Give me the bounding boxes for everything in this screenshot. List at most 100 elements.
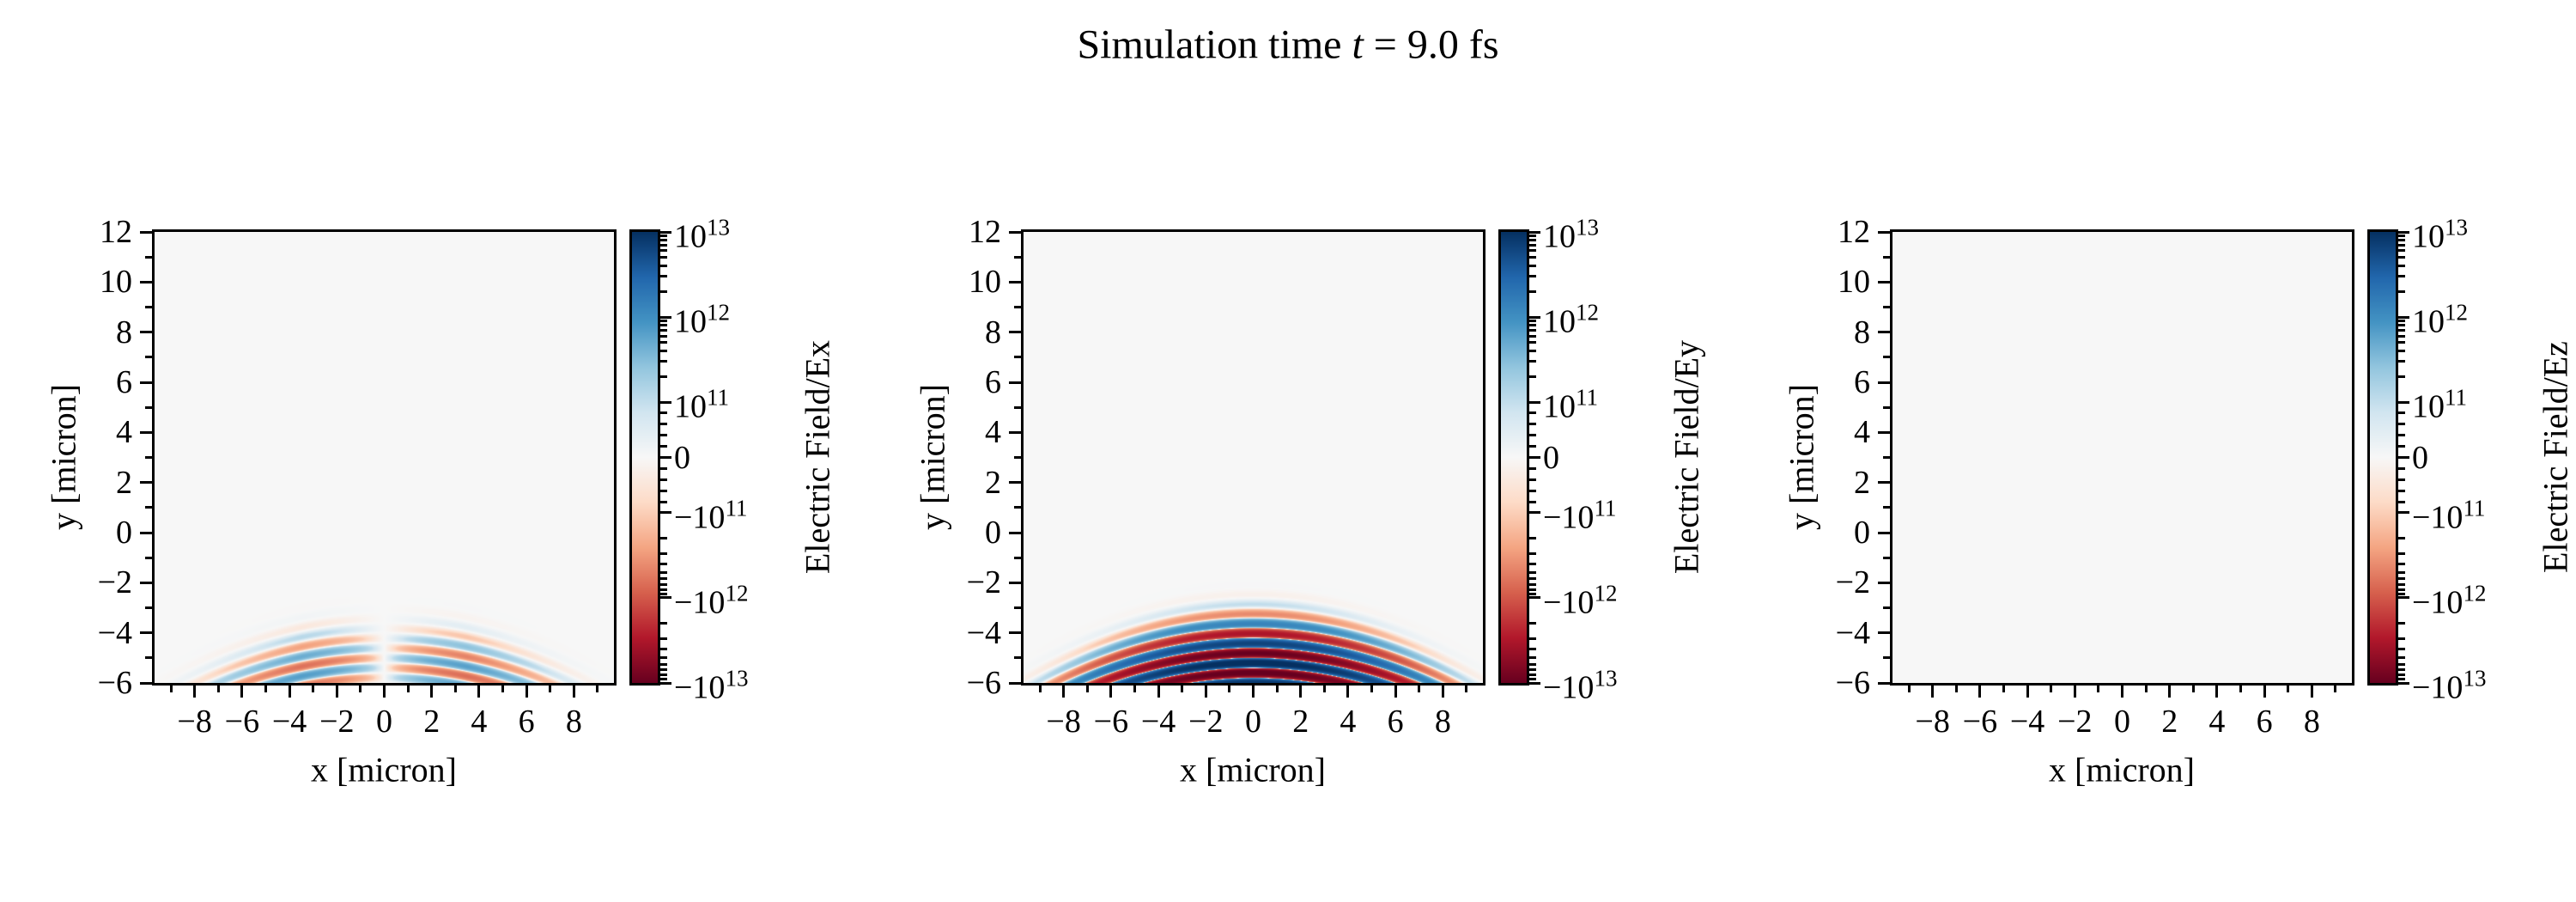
- cb-minor-tick: [1529, 592, 1536, 595]
- cb-minor-tick: [1529, 334, 1536, 338]
- cb-tick: [660, 681, 671, 685]
- cb-minor-tick: [2398, 466, 2405, 470]
- cb-minor-tick: [1529, 434, 1536, 437]
- cb-minor-tick: [2398, 583, 2405, 587]
- cb-minor-tick: [1529, 622, 1536, 625]
- cb-minor-tick: [2398, 249, 2405, 253]
- y-tick-label: −6: [966, 665, 1001, 701]
- y-tick-label: 6: [116, 364, 132, 400]
- colorbar-ez: [2367, 229, 2398, 686]
- x-tick: [2026, 686, 2029, 698]
- cb-minor-tick: [2398, 655, 2405, 659]
- y-tick: [1878, 681, 1890, 685]
- y-minor-tick: [1014, 506, 1021, 509]
- cb-minor-tick: [2398, 320, 2405, 323]
- cb-tick-label: 1011: [674, 384, 729, 425]
- cb-minor-tick: [660, 668, 667, 672]
- x-minor-tick: [453, 686, 457, 692]
- x-tick-label: 2: [1292, 704, 1309, 740]
- cb-minor-tick: [660, 466, 667, 470]
- x-tick: [335, 686, 338, 698]
- colorbar-gradient: [1501, 232, 1527, 683]
- cb-minor-tick: [1529, 235, 1536, 238]
- cb-minor-tick: [1529, 275, 1536, 278]
- cb-minor-tick: [660, 583, 667, 587]
- y-axis-label: y [micron]: [913, 384, 952, 530]
- cb-tick: [1529, 596, 1540, 600]
- y-tick-label: 4: [116, 414, 132, 451]
- y-tick: [1878, 381, 1890, 384]
- cb-minor-tick: [1529, 637, 1536, 640]
- x-tick-label: 4: [1340, 704, 1357, 740]
- cb-tick: [1529, 681, 1540, 685]
- y-minor-tick: [145, 356, 152, 359]
- x-tick-label: −8: [1915, 704, 1950, 740]
- y-minor-tick: [145, 506, 152, 509]
- x-tick-label: −4: [271, 704, 307, 740]
- cb-tick-label: −1013: [2412, 665, 2487, 706]
- cb-minor-tick: [1529, 256, 1536, 259]
- y-tick: [1009, 430, 1021, 434]
- cb-minor-tick: [660, 677, 667, 680]
- cb-tick-label: 1011: [2412, 384, 2467, 425]
- cb-minor-tick: [660, 552, 667, 555]
- cb-minor-tick: [2398, 445, 2405, 448]
- y-tick-label: 10: [1838, 264, 1870, 301]
- cb-tick-label: 0: [674, 439, 690, 476]
- x-minor-tick: [1418, 686, 1421, 692]
- y-tick: [1878, 531, 1890, 534]
- y-minor-tick: [1883, 456, 1890, 459]
- cb-minor-tick: [2398, 289, 2405, 293]
- cb-minor-tick: [2398, 668, 2405, 672]
- y-tick-label: 4: [985, 414, 1001, 451]
- cb-minor-tick: [2398, 375, 2405, 378]
- heatmap-canvas-ez: [1893, 232, 2352, 683]
- cb-tick: [660, 596, 671, 600]
- x-minor-tick: [216, 686, 220, 692]
- x-tick-label: −6: [1962, 704, 1998, 740]
- cb-minor-tick: [2398, 677, 2405, 680]
- x-minor-tick: [1370, 686, 1374, 692]
- cb-minor-tick: [660, 588, 667, 591]
- y-tick-label: −4: [966, 614, 1001, 651]
- y-tick-label: 8: [985, 314, 1001, 350]
- cb-minor-tick: [660, 320, 667, 323]
- cb-minor-tick: [660, 275, 667, 278]
- y-tick: [140, 230, 152, 234]
- cb-tick: [660, 456, 671, 459]
- cb-minor-tick: [1529, 249, 1536, 253]
- y-tick-label: −2: [97, 564, 132, 601]
- cb-minor-tick: [660, 239, 667, 242]
- cb-minor-tick: [660, 563, 667, 566]
- cb-tick-label: −1012: [674, 580, 749, 621]
- x-tick: [193, 686, 197, 698]
- cb-minor-tick: [1529, 478, 1536, 481]
- y-tick: [140, 381, 152, 384]
- x-tick: [1157, 686, 1160, 698]
- cb-minor-tick: [2398, 588, 2405, 591]
- cb-minor-tick: [1529, 445, 1536, 448]
- x-tick: [1441, 686, 1444, 698]
- cb-tick-label: −1011: [674, 495, 748, 536]
- x-axis-label: x [micron]: [311, 750, 457, 789]
- cb-minor-tick: [660, 289, 667, 293]
- cb-minor-tick: [2398, 349, 2405, 352]
- y-tick-label: 8: [116, 314, 132, 350]
- x-tick: [2263, 686, 2266, 698]
- x-minor-tick: [2334, 686, 2337, 692]
- cb-tick-label: 0: [1543, 439, 1559, 476]
- y-tick-label: 0: [985, 515, 1001, 551]
- cb-minor-tick: [1529, 320, 1536, 323]
- cb-tick-label: 1013: [1543, 214, 1599, 255]
- y-minor-tick: [1014, 656, 1021, 660]
- x-minor-tick: [2097, 686, 2100, 692]
- y-minor-tick: [145, 556, 152, 559]
- x-tick-label: 6: [1387, 704, 1404, 740]
- cb-minor-tick: [660, 334, 667, 338]
- y-minor-tick: [145, 306, 152, 308]
- cb-tick: [1529, 400, 1540, 404]
- x-tick: [240, 686, 244, 698]
- y-minor-tick: [1883, 255, 1890, 259]
- y-tick-label: 12: [1838, 214, 1870, 250]
- cb-tick-label: 0: [2412, 439, 2428, 476]
